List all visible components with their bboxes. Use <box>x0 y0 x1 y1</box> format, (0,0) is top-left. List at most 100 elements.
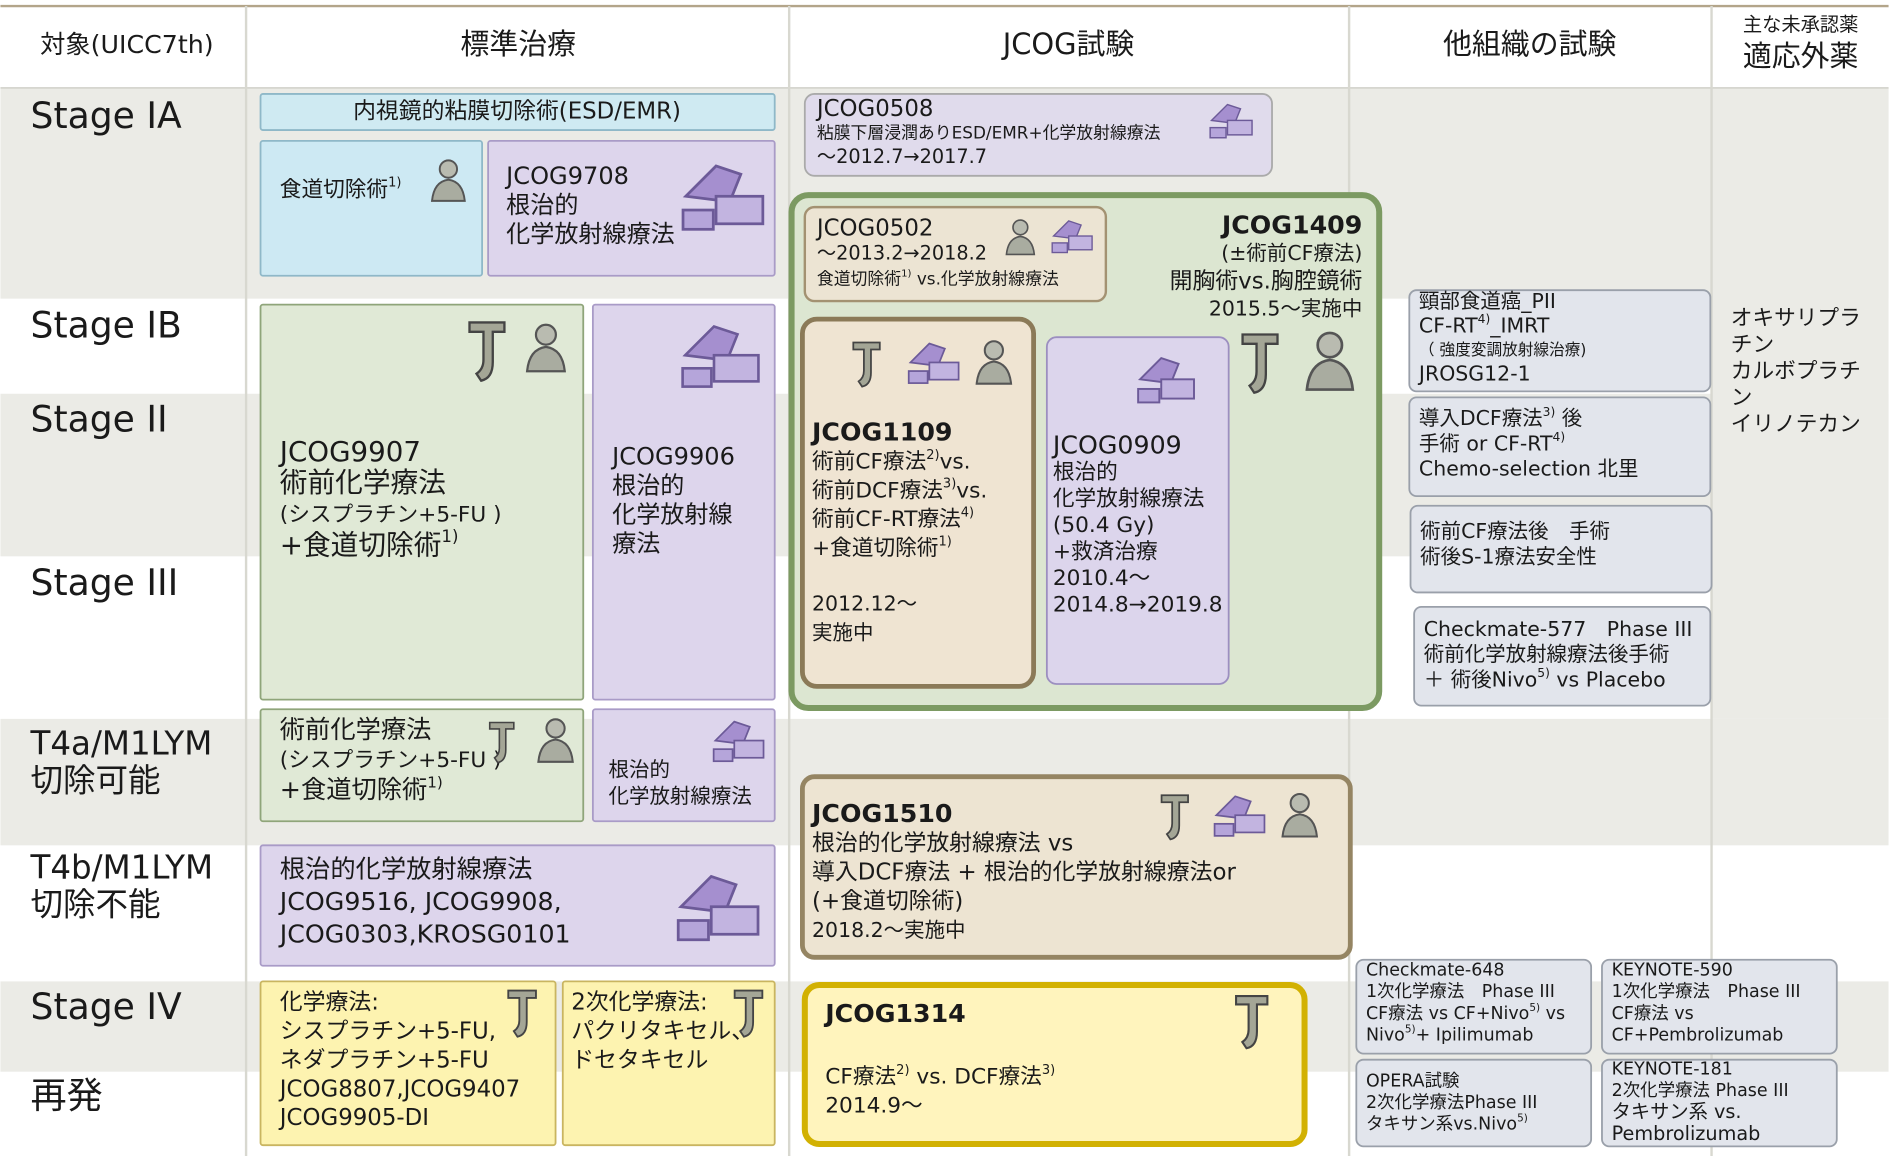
footnote-mark: 1) <box>388 175 401 190</box>
box-text: 根治的 <box>609 758 670 782</box>
box-text: 根治的 <box>506 191 578 219</box>
footnote-mark: 1) <box>901 268 911 279</box>
box-text: JCOG9906 <box>610 443 735 471</box>
box: 化学療法:シスプラチン+5-FU, ネダプラチン+5-FU JCOG8807,JCO… <box>259 980 557 1147</box>
box-frame <box>1601 1058 1838 1148</box>
box-text: 術前CF療法2)vs. <box>812 447 971 474</box>
box: 内視鏡的粘膜切除術(ESD/EMR) <box>259 93 776 131</box>
text-part: タキサン系vs.Nivo <box>1366 1115 1517 1135</box>
box-text: JCOG0303,KROSG0101 <box>278 920 571 949</box>
footnote-mark: 5) <box>1517 1113 1528 1125</box>
box-text: Checkmate-577 Phase III <box>1424 617 1693 641</box>
text-part: vs. <box>940 449 971 474</box>
box-text: Checkmate-648 <box>1366 961 1505 981</box>
footnote-mark: 3) <box>1042 1063 1055 1078</box>
box-text: +食道切除術1) <box>812 534 952 561</box>
row-label: Stage II <box>31 397 168 440</box>
box-text: 1次化学療法 Phase III <box>1612 982 1801 1002</box>
box-text: +食道切除術1) <box>280 773 443 804</box>
footnote-mark: 1) <box>938 534 951 549</box>
box-text: 化学放射線療法 <box>506 220 675 248</box>
box-frame <box>259 844 776 967</box>
box-text: 術前化学療法 <box>280 466 446 499</box>
box-text: 術前DCF療法3)vs. <box>812 476 987 503</box>
box-text: CF療法2) vs. DCF療法3) <box>825 1063 1055 1090</box>
header-other: 他組織の試験 <box>1443 27 1616 61</box>
box-text: 根治的 <box>1053 460 1118 485</box>
text-part: CF療法 <box>825 1065 896 1090</box>
box-text: KEYNOTE-181 <box>1612 1059 1733 1079</box>
box-text: 開胸術vs.胸腔鏡術 <box>1170 268 1363 294</box>
footnote-mark: 1) <box>441 526 458 545</box>
row-label: Stage III <box>31 561 179 604</box>
box-frame <box>1408 289 1712 393</box>
text-part: +食道切除術 <box>280 775 428 804</box>
header-drugs: 適応外薬 <box>1743 39 1859 73</box>
box-text: ＋ 術後Nivo5) vs Placebo <box>1424 666 1666 692</box>
box-text: JCOG9907 <box>278 435 421 468</box>
box-text: パクリタキセル、 <box>571 1018 754 1044</box>
box-frame <box>1409 504 1713 594</box>
boxes: 内視鏡的粘膜切除術(ESD/EMR)食道切除術1) JCOG9708根治的化学放射… <box>259 93 1838 1148</box>
box-text: JCOG1510 <box>810 799 952 828</box>
row-label: Stage IA <box>31 94 182 137</box>
footnote-mark: 5) <box>1529 1002 1540 1014</box>
text-part: vs.化学放射線療法 <box>911 268 1059 288</box>
box-text: ドセタキセル <box>571 1047 708 1073</box>
box-text: 2次化学療法: <box>571 990 708 1016</box>
box-text: JCOG9905-DI <box>278 1105 429 1131</box>
box-frame <box>561 980 776 1147</box>
footnote-mark: 2) <box>926 447 939 462</box>
box-text: JCOG9516, JCOG9908, <box>278 887 562 916</box>
text-part: 術前DCF療法 <box>812 478 943 503</box>
drug-name: チン <box>1731 333 1774 358</box>
box-text: 導入DCF療法3) 後 <box>1419 404 1582 430</box>
box-text: 化学放射線 <box>612 500 732 528</box>
box-text: (シスプラチン+5-FU ) <box>280 502 502 527</box>
box-frame <box>1408 396 1712 498</box>
box-text: JCOG1314 <box>823 999 965 1028</box>
text-part: vs. DCF療法 <box>910 1065 1042 1090</box>
text-part: + Ipilimumab <box>1416 1026 1534 1046</box>
box-text: OPERA試験 <box>1366 1071 1460 1091</box>
drug-name: イリノテカン <box>1731 412 1861 437</box>
box-text: 粘膜下層浸潤ありESD/EMR+化学放射線療法 <box>817 123 1161 143</box>
row-label: T4a/M1LYM <box>30 724 213 762</box>
footnote-mark: 3) <box>1543 404 1556 418</box>
box-frame <box>259 980 557 1147</box>
row-label: T4b/M1LYM <box>30 848 214 886</box>
box: 導入DCF療法3) 後手術 or CF-RT4)Chemo-selection … <box>1408 396 1712 498</box>
box-text: 根治的化学放射線療法 vs <box>812 831 1073 857</box>
footnote-mark: 3) <box>943 476 956 491</box>
box-text: +食道切除術1) <box>280 526 459 561</box>
box-text: 術後S-1療法安全性 <box>1420 545 1597 569</box>
box-text: 食道切除術1) <box>280 175 402 202</box>
box-frame <box>1413 605 1712 707</box>
box: 食道切除術1) <box>259 139 484 277</box>
box-text: タキサン系 vs. <box>1612 1100 1742 1123</box>
box: JCOG1510 根治的化学放射線療法 vs 導入DCF療法 + 根治的化学放射線療… <box>799 774 1353 960</box>
text-part: vs <box>1540 1004 1565 1024</box>
footnote-mark: 5) <box>1405 1023 1416 1035</box>
text-part: _IMRT <box>1489 313 1550 338</box>
box-text: 2014.9～ <box>825 1094 922 1119</box>
text-part: 食道切除術 <box>817 268 901 288</box>
box-frame <box>487 139 776 277</box>
box-text: ～2013.2→2018.2 <box>817 242 987 265</box>
footnote-mark: 4) <box>1553 430 1566 444</box>
box-text: 内視鏡的粘膜切除術(ESD/EMR) <box>353 98 681 124</box>
text-part: 手術 or CF-RT <box>1419 431 1553 455</box>
box-frame <box>1355 958 1593 1055</box>
box-text: (+食道切除術) <box>812 888 963 914</box>
box-text: 2010.4～ <box>1053 566 1150 591</box>
box-text: KEYNOTE-590 <box>1612 961 1733 981</box>
box-text: (50.4 Gy) <box>1053 513 1155 538</box>
